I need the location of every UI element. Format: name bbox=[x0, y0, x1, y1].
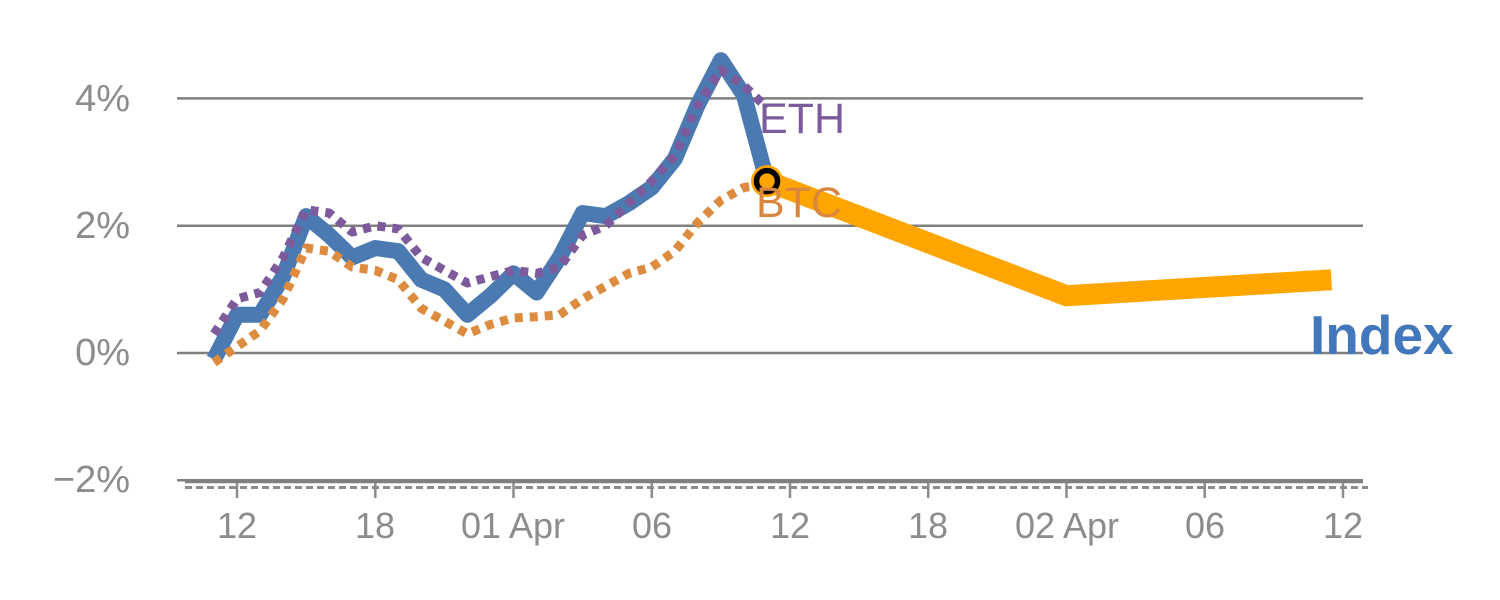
y-tick-label-neg2: −2% bbox=[52, 459, 130, 501]
x-tick-label-9: 12 bbox=[1322, 505, 1364, 546]
btc-series-label: BTC bbox=[756, 179, 842, 227]
x-tick-label-1: 12 bbox=[216, 505, 258, 546]
y-tick-label-2: 2% bbox=[75, 205, 130, 247]
index-line bbox=[206, 52, 775, 364]
y-tick-label-0: 0% bbox=[75, 332, 130, 374]
eth-series-label: ETH bbox=[759, 95, 845, 143]
index-series-label: Index bbox=[1310, 304, 1454, 366]
btc-line bbox=[211, 179, 768, 367]
x-tick-label-7: 02 Apr bbox=[1014, 505, 1120, 546]
x-tick-label-5: 12 bbox=[769, 505, 811, 546]
x-tick-label-2: 18 bbox=[354, 505, 396, 546]
y-tick-label-4: 4% bbox=[75, 78, 130, 120]
x-tick-label-4: 06 bbox=[631, 505, 673, 546]
current-value-marker bbox=[753, 167, 781, 195]
x-tick-label-6: 18 bbox=[907, 505, 949, 546]
x-tick-label-8: 06 bbox=[1184, 505, 1226, 546]
x-tick-label-3: 01 Apr bbox=[460, 505, 566, 546]
projection-line bbox=[763, 171, 1333, 307]
